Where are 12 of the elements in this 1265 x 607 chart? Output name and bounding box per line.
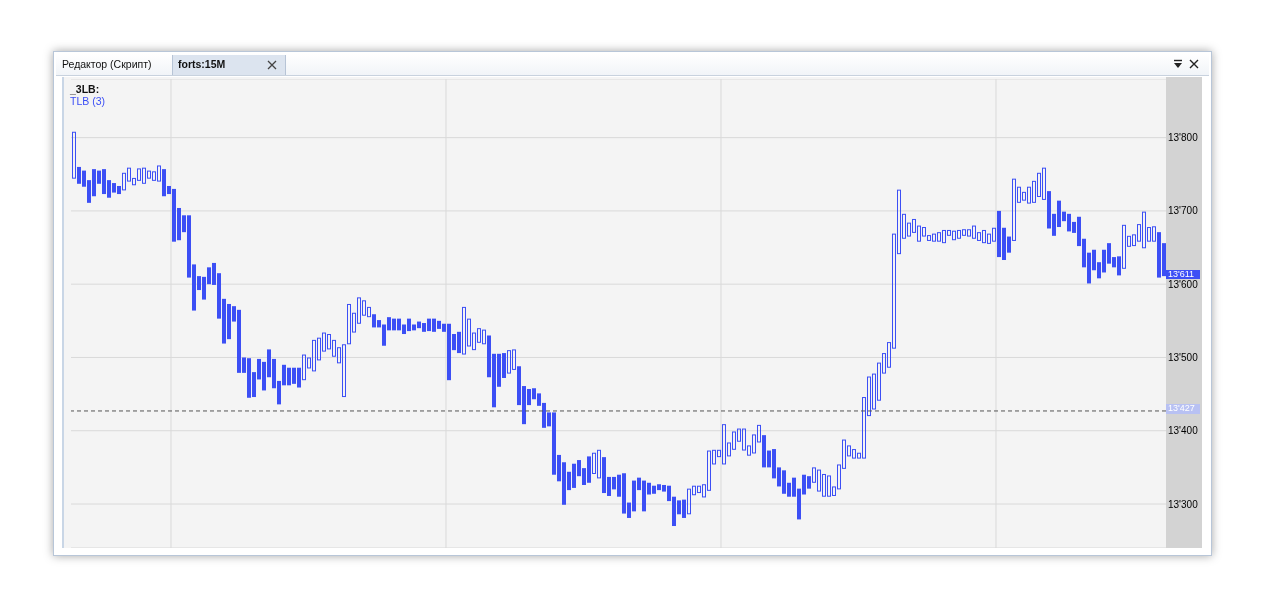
y-tick-label: 13'700: [1168, 205, 1199, 217]
ref-line-label: 13'427: [1166, 403, 1200, 414]
y-tick-label: 13'800: [1168, 132, 1199, 144]
y-tick-label: 13'400: [1168, 425, 1199, 437]
text: forts:15M: [178, 58, 226, 70]
y-tick-label: 13'600: [1168, 278, 1199, 290]
y-tick-label: 13'300: [1168, 498, 1199, 510]
text: TLB (3): [70, 95, 106, 107]
text: Редактор (Скрипт): [62, 58, 152, 70]
chart-title: _3LB:: [70, 83, 100, 95]
text: 13'611: [1166, 268, 1200, 280]
y-tick-label: 13'500: [1168, 352, 1199, 364]
